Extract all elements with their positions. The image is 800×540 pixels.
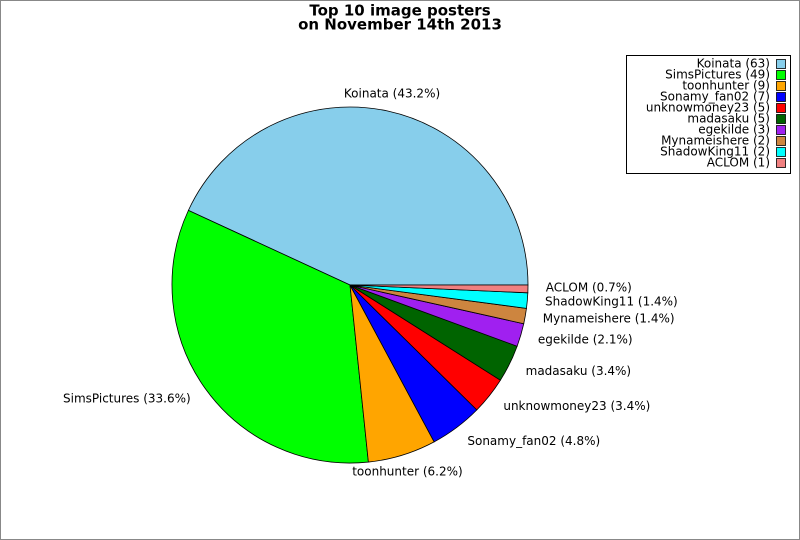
- slice-label: ShadowKing11 (1.4%): [545, 295, 678, 309]
- legend-swatch: [776, 114, 786, 124]
- slice-label: SimsPictures (33.6%): [63, 391, 191, 405]
- slice-label: madasaku (3.4%): [526, 364, 631, 378]
- legend-label: Sonamy_fan02 (7): [660, 90, 770, 104]
- chart-subtitle: on November 14th 2013: [298, 16, 502, 34]
- slice-label: unknowmoney23 (3.4%): [503, 399, 650, 413]
- legend-swatch: [776, 136, 786, 146]
- legend-swatch: [776, 147, 786, 157]
- legend-swatch: [776, 81, 786, 91]
- chart-title: Top 10 image posters: [309, 2, 490, 20]
- legend-swatch: [776, 70, 786, 80]
- slice-label: egekilde (2.1%): [538, 333, 633, 347]
- legend-swatch: [776, 92, 786, 102]
- legend-label: toonhunter (9): [682, 79, 770, 93]
- legend-label: egekilde (3): [698, 123, 770, 137]
- legend-box: [626, 55, 791, 174]
- legend-swatch: [776, 125, 786, 135]
- pie-slice: [349, 284, 529, 294]
- pie-slice: [171, 209, 369, 464]
- slice-label: Koinata (43.2%): [344, 86, 440, 100]
- legend-label: unknowmoney23 (5): [646, 101, 770, 115]
- legend-label: Koinata (63): [697, 57, 770, 71]
- slice-label: ACLOM (0.7%): [546, 281, 632, 295]
- legend-swatch: [776, 158, 786, 168]
- legend-label: ACLOM (1): [707, 156, 770, 170]
- slice-label: Mynameishere (1.4%): [543, 312, 675, 326]
- legend-label: SimsPictures (49): [665, 68, 770, 82]
- legend-label: ShadowKing11 (2): [660, 145, 770, 159]
- legend-swatch: [776, 103, 786, 113]
- slice-label: Sonamy_fan02 (4.8%): [467, 434, 600, 448]
- legend-swatch: [776, 59, 786, 69]
- legend-label: Mynameishere (2): [661, 134, 770, 148]
- pie-slice: [187, 106, 529, 286]
- legend-label: madasaku (5): [687, 112, 770, 126]
- slice-label: toonhunter (6.2%): [352, 465, 463, 479]
